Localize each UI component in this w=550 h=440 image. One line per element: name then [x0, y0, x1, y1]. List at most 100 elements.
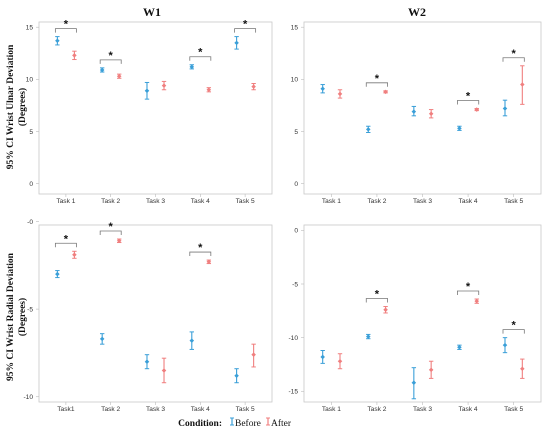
x-tick-label: Task 3	[146, 406, 165, 413]
significance-star: *	[512, 320, 517, 332]
series-before-mean-marker	[144, 359, 150, 364]
significance-bracket	[99, 230, 122, 236]
significance-bracket	[457, 290, 480, 296]
y-axis-label-radial: 95% CI Wrist Radial Deviation (Degrees)	[6, 252, 28, 381]
plot-frame	[303, 224, 542, 403]
panel-top-w1: 0 5 10 15 Task 1 Task 2 Task 3 Task 4 Task 5 * * * *	[26, 19, 273, 205]
significance-star: *	[375, 289, 380, 301]
significance-star: *	[109, 50, 114, 62]
series-after-mean-marker	[72, 53, 77, 58]
significance-bracket	[234, 28, 257, 33]
x-tick-label: Task1	[57, 406, 75, 413]
y-tick-label: -0	[27, 219, 33, 226]
significance-bracket	[502, 57, 525, 62]
significance-bracket	[502, 329, 525, 334]
series-before-mean-marker	[234, 373, 239, 378]
series-after-mean-marker	[251, 352, 256, 357]
x-tick-label: Task 4	[191, 198, 210, 205]
significance-star: *	[198, 47, 203, 59]
series-after-mean-marker	[520, 366, 525, 372]
x-tick-label: Task 2	[101, 406, 120, 413]
x-tick-label: Task 1	[322, 198, 341, 205]
significance-bracket	[54, 28, 77, 33]
x-tick-label: Task 2	[101, 198, 120, 205]
x-tick-label: Task 5	[504, 406, 523, 413]
series-before-mean-marker	[234, 40, 239, 46]
x-tick-label: Task 3	[413, 198, 432, 205]
significance-bracket	[365, 298, 388, 303]
significance-star: *	[466, 91, 471, 103]
y-tick-label: -5	[292, 281, 298, 288]
panel-title-w1: W1	[143, 5, 161, 19]
x-tick-label: Task 3	[146, 198, 165, 205]
legend-label-before: Before	[235, 418, 261, 429]
significance-bracket	[54, 242, 77, 248]
series-after-mean-marker	[428, 367, 434, 373]
y-tick-label: 15	[291, 25, 299, 32]
panel-bottom-w1: -10 -5 -0 Task1 Task 2 Task 3 Task 4 Task 5 * * *	[23, 219, 273, 413]
legend: Condition: Before After	[178, 417, 292, 429]
series-after-mean-marker	[383, 307, 388, 313]
significance-star: *	[512, 48, 517, 60]
plot-frame	[38, 224, 273, 403]
series-before-mean-marker	[366, 334, 371, 339]
legend-marker-before	[230, 417, 234, 426]
y-axis-label-ulnar: 95% CI Wrist Ulnar Deviation (Degrees)	[6, 44, 28, 169]
significance-star: *	[64, 19, 69, 31]
series-after-mean-marker	[161, 83, 167, 88]
series-after-mean-marker	[72, 252, 77, 258]
chart-panels: 0 5 10 15 Task 1 Task 2 Task 3 Task 4 Task 5 * * * *…	[23, 19, 542, 413]
x-tick-label: Task 2	[367, 198, 386, 205]
series-before-mean-marker	[320, 354, 325, 360]
x-tick-label: Task 4	[191, 406, 210, 413]
y-tick-label: -10	[23, 394, 33, 401]
y-axis-label-radial-line1: 95% CI Wrist Radial Deviation	[6, 252, 16, 381]
y-tick-label: -10	[288, 335, 298, 342]
x-tick-label: Task 4	[459, 406, 478, 413]
y-tick-label: 0	[294, 228, 298, 235]
plot-frame	[38, 21, 273, 195]
panel-top-w2: 0 5 10 15 Task 1 Task 2 Task 3 Task 4 Task 5 * * *	[291, 21, 542, 205]
series-before-mean-marker	[502, 342, 508, 348]
x-tick-label: Task 1	[56, 198, 75, 205]
x-tick-label: Task 1	[322, 406, 341, 413]
series-before-mean-marker	[189, 338, 195, 343]
series-before-mean-marker	[411, 380, 417, 385]
series-before-mean-marker	[99, 67, 105, 73]
y-axis-label-ulnar-units: (Degrees)	[17, 88, 28, 126]
series-before-mean-marker	[457, 126, 462, 131]
significance-bracket	[365, 82, 388, 87]
y-tick-label: 5	[294, 129, 298, 136]
y-tick-label: 10	[26, 77, 34, 84]
x-tick-label: Task 5	[504, 198, 523, 205]
series-before-mean-marker	[457, 345, 462, 350]
plot-frame	[303, 21, 542, 195]
panel-title-w2: W2	[408, 5, 426, 19]
significance-star: *	[466, 281, 471, 293]
legend-marker-after	[266, 417, 270, 426]
series-after-mean-marker	[474, 298, 479, 304]
y-tick-label: -15	[288, 389, 298, 396]
x-tick-label: Task 2	[367, 406, 386, 413]
legend-label-after: After	[271, 418, 292, 429]
y-tick-label: 15	[26, 25, 34, 32]
significance-star: *	[109, 221, 114, 233]
significance-bracket	[189, 56, 212, 61]
series-after-mean-marker	[116, 238, 122, 244]
x-tick-label: Task 5	[236, 198, 255, 205]
x-tick-label: Task 3	[413, 406, 432, 413]
y-tick-label: 10	[291, 77, 299, 84]
series-before-mean-marker	[55, 38, 60, 44]
significance-star: *	[243, 19, 248, 31]
series-after-mean-marker	[337, 358, 343, 364]
significance-star: *	[375, 73, 380, 85]
panel-bottom-w2: -15 -10 -5 0 Task 1 Task 2 Task 3 Task 4 Task 5 *…	[288, 224, 542, 413]
y-axis-label-ulnar-line1: 95% CI Wrist Ulnar Deviation	[6, 44, 16, 169]
significance-bracket	[189, 251, 212, 257]
significance-bracket	[99, 59, 122, 64]
y-axis-label-radial-units: (Degrees)	[17, 298, 28, 336]
x-tick-label: Task 5	[236, 406, 255, 413]
series-after-mean-marker	[206, 87, 212, 93]
significance-bracket	[457, 100, 480, 105]
